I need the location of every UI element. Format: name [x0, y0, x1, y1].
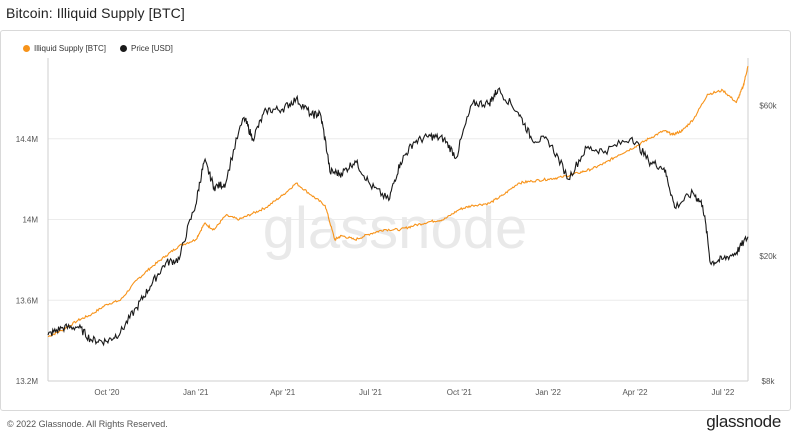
x-tick-label: Jan '22	[535, 388, 561, 397]
y-right-tick-label: $60k	[759, 102, 777, 111]
x-tick-label: Oct '21	[447, 388, 473, 397]
legend-item-price[interactable]: Price [USD]	[120, 44, 173, 53]
x-tick-label: Oct '20	[94, 388, 120, 397]
chart-title: Bitcoin: Illiquid Supply [BTC]	[6, 5, 185, 21]
copyright: © 2022 Glassnode. All Rights Reserved.	[7, 419, 168, 429]
legend-item-illiquid-supply[interactable]: Illiquid Supply [BTC]	[23, 44, 106, 53]
x-tick-label: Jan '21	[183, 388, 209, 397]
legend-dot-black	[120, 45, 128, 52]
y-left-tick-label: 13.6M	[16, 296, 39, 305]
y-left-tick-label: 13.2M	[16, 377, 39, 386]
chart-frame	[0, 30, 791, 411]
x-tick-label: Apr '21	[270, 388, 296, 397]
y-left-tick-label: 14M	[22, 216, 38, 225]
y-left-tick-label: 14.4M	[16, 135, 39, 144]
legend-label: Price [USD]	[131, 44, 173, 53]
x-tick-label: Apr '22	[622, 388, 648, 397]
legend-dot-orange	[23, 45, 30, 52]
legend: Illiquid Supply [BTC] Price [USD]	[23, 44, 173, 53]
glassnode-logo[interactable]: glassnode	[706, 412, 781, 431]
tick-labels: 13.2M 13.6M 14M 14.4M $8k $20k $60k Oct '20 Jan …	[16, 102, 778, 397]
series-illiquid-supply-line	[47, 65, 749, 338]
y-right-tick-label: $20k	[759, 252, 777, 261]
x-tick-label: Jul '21	[359, 388, 382, 397]
legend-label: Illiquid Supply [BTC]	[34, 44, 107, 53]
series-price-line	[47, 87, 749, 347]
axes	[47, 58, 749, 382]
series	[47, 65, 749, 347]
x-tick-label: Jul '22	[711, 388, 734, 397]
y-right-tick-label: $8k	[762, 377, 776, 386]
